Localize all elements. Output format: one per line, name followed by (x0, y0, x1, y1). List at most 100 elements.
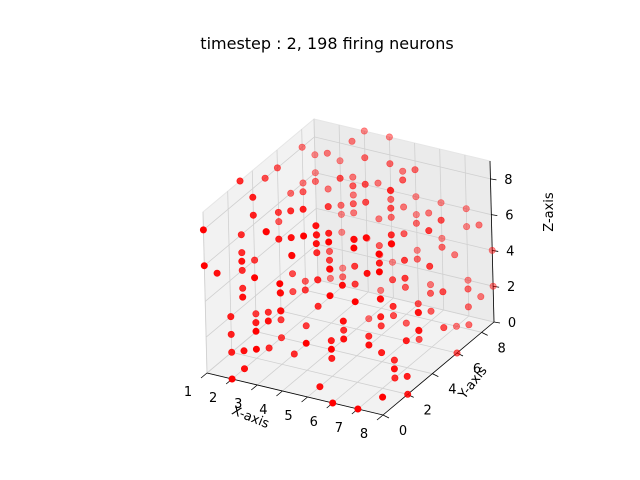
y-tick-label: 6 (473, 362, 481, 377)
data-point (200, 262, 208, 270)
data-point (375, 250, 383, 258)
data-point (265, 344, 273, 352)
data-point (287, 189, 295, 197)
data-point (389, 302, 397, 310)
data-point (412, 219, 420, 227)
data-point (312, 240, 320, 248)
data-point (387, 231, 395, 239)
data-point (236, 177, 244, 185)
x-tick-label: 7 (335, 421, 343, 436)
z-tick-label: 6 (505, 209, 513, 224)
x-tick-label: 4 (259, 403, 267, 418)
data-point (228, 348, 236, 356)
data-point (287, 234, 295, 242)
z-tick (490, 178, 497, 181)
data-point (252, 319, 260, 327)
data-point (453, 349, 461, 357)
x-tick-label: 1 (184, 385, 192, 400)
y-tick-label: 4 (448, 383, 456, 398)
data-point (375, 268, 383, 276)
y-tick (382, 414, 390, 419)
data-point (387, 195, 395, 203)
data-point (336, 174, 344, 182)
data-point (325, 256, 333, 264)
data-point (329, 399, 337, 407)
data-point (351, 262, 359, 270)
data-point (426, 281, 434, 289)
data-point (349, 182, 357, 190)
data-point (288, 270, 296, 278)
data-point (426, 289, 434, 297)
data-point (302, 322, 310, 330)
data-point (413, 246, 421, 254)
data-point (316, 383, 324, 391)
data-point (425, 227, 433, 235)
data-point (337, 210, 345, 218)
data-point (249, 211, 257, 219)
data-point (349, 173, 357, 181)
data-point (375, 242, 383, 250)
data-point (385, 133, 393, 141)
data-point (489, 282, 497, 290)
z-tick-label: 0 (508, 316, 516, 331)
x-tick-label: 2 (209, 391, 217, 406)
data-point (302, 339, 310, 347)
z-tick (491, 214, 498, 217)
data-point (412, 211, 420, 219)
data-point (464, 303, 472, 311)
data-point (313, 249, 321, 257)
data-point (451, 251, 459, 259)
data-point (386, 186, 394, 194)
data-point (464, 276, 472, 284)
data-point (336, 157, 344, 165)
data-point (324, 185, 332, 193)
x-axis-line (206, 372, 384, 416)
data-point (361, 154, 369, 162)
data-point (288, 251, 296, 259)
data-point (249, 193, 257, 201)
data-point (327, 345, 335, 353)
data-point (374, 179, 382, 187)
chart-title: timestep : 2, 198 firing neurons (200, 34, 453, 53)
z-gridline (203, 136, 491, 231)
data-point (238, 257, 246, 265)
x-tick (301, 396, 308, 403)
data-point (326, 265, 334, 273)
data-point (365, 341, 373, 349)
y-tick-label: 8 (498, 341, 506, 356)
data-point (376, 295, 384, 303)
data-point (415, 326, 423, 334)
data-point (276, 280, 284, 288)
z-axis-line (489, 160, 495, 323)
data-point (228, 375, 236, 383)
x-tick-label: 8 (360, 427, 368, 442)
data-point (326, 274, 334, 282)
data-point (241, 365, 249, 373)
z-tick (493, 285, 500, 288)
data-point (350, 235, 358, 243)
data-point (299, 188, 307, 196)
data-point (312, 222, 320, 230)
data-point (361, 180, 369, 188)
data-point (312, 231, 320, 239)
data-point (403, 372, 411, 380)
data-point (264, 308, 272, 316)
data-point (339, 317, 347, 325)
data-point (240, 347, 248, 355)
data-point (252, 327, 260, 335)
data-point (377, 286, 385, 294)
data-point (401, 283, 409, 291)
data-point (378, 349, 386, 357)
z-axis-label: Z-axis (542, 192, 557, 232)
data-point (414, 308, 422, 316)
data-point (277, 316, 285, 324)
x-tick (200, 372, 208, 379)
data-point (389, 312, 397, 320)
data-point (275, 235, 283, 243)
data-point (463, 223, 471, 231)
data-point (437, 216, 445, 224)
data-point (325, 247, 333, 255)
data-point (387, 213, 395, 221)
data-point (301, 277, 309, 285)
data-point (351, 280, 359, 288)
